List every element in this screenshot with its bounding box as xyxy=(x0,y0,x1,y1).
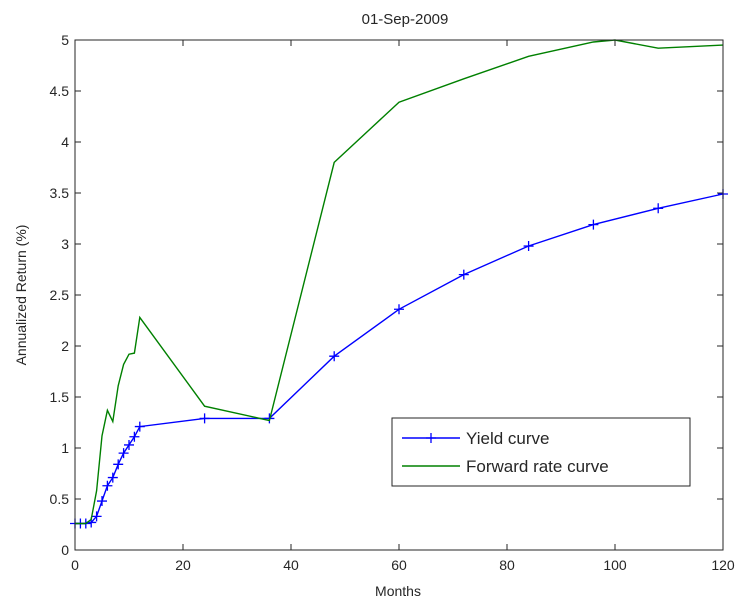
ticks-layer: 0 20 40 60 80 100 120 0 0.5 1 1.5 2 2.5 3 3.5 4 4.5 5 xyxy=(50,32,735,573)
legend-label-2: Forward rate curve xyxy=(466,457,609,476)
x-axis-label: Months xyxy=(375,583,421,599)
legend-label-1: Yield curve xyxy=(466,429,549,448)
y-tick-label: 3 xyxy=(61,236,69,252)
chart-title: 01-Sep-2009 xyxy=(362,11,449,28)
y-tick-label: 4.5 xyxy=(50,83,70,99)
data-point xyxy=(394,304,404,315)
y-tick-label: 0 xyxy=(61,542,69,558)
data-point xyxy=(124,439,134,450)
y-tick-label: 5 xyxy=(61,32,69,48)
data-point xyxy=(102,480,113,491)
legend: Yield curve Forward rate curve xyxy=(391,417,691,487)
y-tick-label: 0.5 xyxy=(50,491,70,507)
y-tick-label: 3.5 xyxy=(50,185,70,201)
x-tick-label: 40 xyxy=(283,557,299,573)
x-tick-label: 100 xyxy=(603,557,627,573)
x-tick-label: 120 xyxy=(711,557,735,573)
data-point xyxy=(329,351,340,362)
y-tick-label: 2.5 xyxy=(50,287,70,303)
y-axis-label: Annualized Return (%) xyxy=(13,225,29,366)
data-point xyxy=(653,203,664,214)
data-point xyxy=(113,459,124,470)
data-point xyxy=(134,421,145,432)
series-line-1 xyxy=(75,193,724,525)
series-line-2 xyxy=(75,39,724,525)
data-point xyxy=(523,241,534,252)
y-tick-label: 4 xyxy=(61,134,69,150)
data-point xyxy=(199,413,210,424)
legend-box xyxy=(391,417,691,487)
data-point xyxy=(118,448,129,459)
x-tick-label: 60 xyxy=(391,557,407,573)
x-tick-label: 80 xyxy=(499,557,515,573)
y-tick-label: 1.5 xyxy=(50,389,70,405)
data-point xyxy=(107,472,118,483)
x-tick-label: 20 xyxy=(175,557,191,573)
data-point xyxy=(129,431,140,442)
y-tick-label: 1 xyxy=(61,440,69,456)
plot-frame xyxy=(74,39,724,551)
data-point xyxy=(588,219,599,230)
data-point xyxy=(458,269,469,280)
data-point xyxy=(91,511,102,522)
legend-marker xyxy=(426,433,436,443)
x-tick-label: 0 xyxy=(71,557,79,573)
y-tick-label: 2 xyxy=(61,338,69,354)
data-point xyxy=(97,496,107,507)
